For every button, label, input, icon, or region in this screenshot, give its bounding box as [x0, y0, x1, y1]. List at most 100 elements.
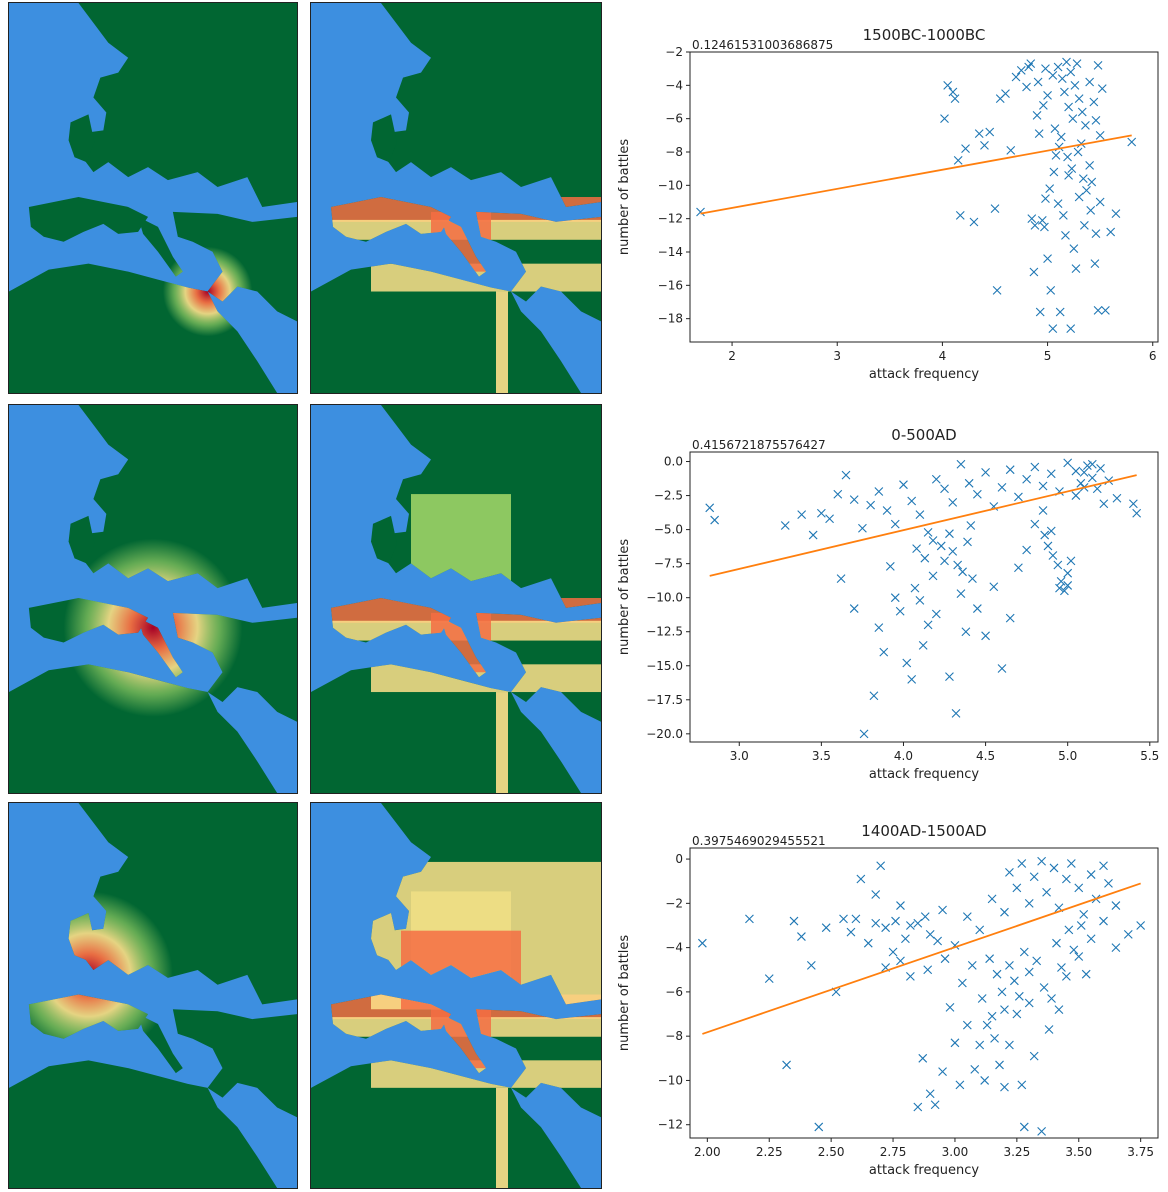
x-tick-label: 3 [833, 349, 841, 363]
y-tick-label: −16 [658, 278, 683, 292]
data-point [1132, 508, 1142, 518]
x-tick-label: 5 [1044, 349, 1052, 363]
data-point [1040, 222, 1049, 232]
data-point [940, 114, 949, 124]
data-point [1038, 506, 1048, 515]
data-point [1044, 1025, 1054, 1034]
data-point [1029, 267, 1039, 277]
data-point [962, 912, 972, 922]
data-point [882, 506, 892, 515]
data-point [1045, 184, 1055, 194]
data-point [1066, 67, 1076, 77]
data-point [920, 912, 930, 922]
data-point [1106, 227, 1116, 237]
chart-title: 1500BC-1000BC [863, 26, 986, 44]
data-point [1034, 129, 1044, 139]
data-point [1005, 465, 1015, 475]
data-point [1057, 74, 1067, 84]
data-point [821, 923, 831, 933]
data-point [1072, 59, 1082, 69]
data-point [918, 1053, 928, 1063]
data-point [982, 1020, 992, 1030]
data-point [907, 496, 917, 506]
data-point [907, 674, 917, 684]
x-tick-label: 3.5 [812, 749, 831, 763]
y-tick-label: −12 [658, 1118, 683, 1132]
y-tick-label: −10 [658, 1073, 683, 1087]
heatmap-battles-0-500ad [310, 404, 602, 794]
data-point [863, 938, 873, 948]
y-tick-label: −2.5 [654, 489, 683, 503]
data-point [1058, 210, 1068, 220]
data-point [970, 1064, 980, 1074]
y-tick-label: −7.5 [654, 557, 683, 571]
data-point [1026, 59, 1036, 69]
data-point [951, 709, 961, 718]
data-point [1048, 324, 1058, 334]
data-point [1014, 991, 1024, 1001]
data-point [896, 901, 905, 910]
data-point [997, 987, 1007, 997]
data-point [710, 515, 720, 525]
regression-line [709, 474, 1137, 577]
data-point [1061, 874, 1071, 884]
y-tick-label: −10 [658, 178, 683, 192]
y-tick-label: −2 [665, 896, 683, 910]
data-point [963, 537, 972, 547]
x-tick-label: 2.00 [694, 1145, 721, 1159]
data-point [871, 918, 881, 928]
data-point [1066, 556, 1076, 566]
data-point [890, 519, 900, 529]
y-tick-label: −10.0 [646, 591, 683, 605]
y-tick-label: 0 [675, 852, 683, 866]
data-point [1074, 192, 1084, 202]
data-point [1009, 976, 1019, 986]
data-point [1043, 541, 1053, 551]
data-point [1047, 994, 1056, 1003]
data-point [1037, 215, 1047, 225]
data-point [925, 929, 935, 939]
data-point [1000, 1005, 1009, 1014]
data-point [950, 94, 960, 104]
data-point [953, 560, 963, 570]
data-point [1067, 164, 1077, 174]
data-point [940, 954, 950, 964]
y-tick-label: −20.0 [646, 727, 683, 741]
data-point [975, 925, 985, 935]
data-point [956, 589, 966, 598]
data-point [1038, 481, 1048, 491]
data-point [923, 965, 933, 975]
data-point [1136, 921, 1146, 930]
data-point [940, 484, 949, 494]
data-point [925, 1089, 935, 1099]
scatter-chart-0-500ad: 0-500AD 0.4156721875576427 3.0 3.5 4.0 4.5 5.0… [617, 426, 1159, 782]
data-point [1099, 499, 1109, 509]
data-point [1071, 466, 1081, 476]
data-point [885, 561, 895, 571]
data-point [816, 508, 826, 518]
data-point [833, 489, 843, 499]
y-tick-label: −12 [658, 212, 683, 226]
data-point [1083, 461, 1092, 471]
y-tick-label: −14 [658, 245, 683, 259]
plot-frame [689, 51, 1159, 343]
data-point [846, 927, 856, 937]
data-point [1086, 934, 1096, 944]
data-point [1112, 493, 1122, 503]
data-point [1012, 883, 1022, 893]
data-point [987, 1011, 997, 1021]
data-point [1022, 545, 1032, 555]
data-point [912, 544, 921, 554]
correlation-label: 0.3975469029455521 [692, 834, 826, 848]
data-point [797, 932, 806, 941]
data-point [764, 974, 774, 983]
plot-frame [689, 847, 1159, 1139]
scatter-chart-1500bc: 1500BC-1000BC 0.12461531003686875 2 3 4 5 6 −2 −… [617, 26, 1159, 382]
data-point [1071, 491, 1081, 500]
data-point [1099, 916, 1108, 926]
data-point [943, 80, 953, 90]
data-point [920, 553, 930, 563]
data-point [839, 914, 848, 924]
data-point [1090, 259, 1100, 269]
data-point [955, 1080, 965, 1090]
